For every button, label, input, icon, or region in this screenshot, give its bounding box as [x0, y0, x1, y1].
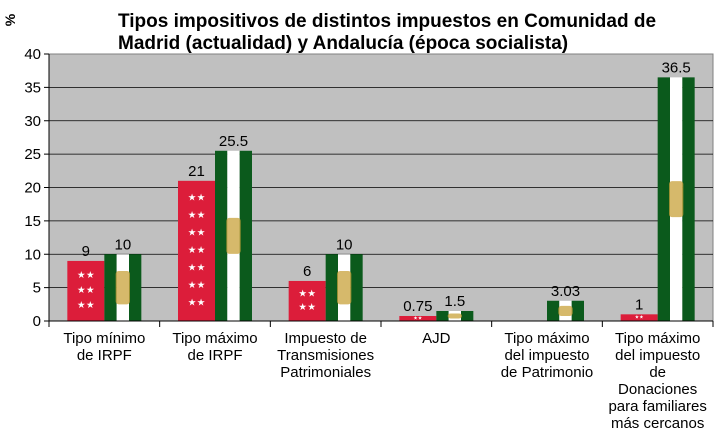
bars: ★ ★★ ★★ ★9★ ★★ ★★ ★★ ★★ ★★ ★★ ★21★ ★★ ★6★ ★0.75★ ★1102… — [67, 59, 695, 322]
shield-icon — [558, 305, 573, 316]
bar-stripe — [682, 77, 695, 321]
star-icon: ★ — [188, 298, 197, 309]
shield-icon — [115, 270, 130, 305]
x-tick-label: Tipo mínimo de IRPF — [63, 330, 145, 364]
star-icon: ★ — [197, 210, 206, 221]
y-tick-label: 35 — [24, 79, 41, 96]
bar — [399, 315, 437, 321]
bar-stripe — [571, 300, 584, 321]
star-icon: ★ — [188, 210, 197, 221]
data-label: 3.03 — [551, 283, 580, 300]
data-label: 1 — [635, 296, 643, 313]
bar-group: 1.5 — [436, 293, 474, 321]
bar — [215, 150, 228, 321]
star-icon: ★ — [298, 288, 307, 299]
star-icon: ★ — [77, 285, 86, 296]
star-icon: ★ — [77, 300, 86, 311]
data-label: 1.5 — [444, 293, 465, 310]
star-icon: ★ — [188, 245, 197, 256]
bar-group: 3.03 — [547, 283, 584, 321]
shield-icon — [447, 313, 462, 319]
x-tick-label: Impuesto de Transmisiones Patrimoniales — [277, 330, 374, 381]
y-tick-label: 10 — [24, 246, 41, 263]
star-icon: ★ — [86, 285, 95, 296]
data-label: 25.5 — [219, 133, 248, 150]
star-icon: ★ — [188, 192, 197, 203]
bar — [547, 300, 560, 321]
star-icon: ★ — [197, 192, 206, 203]
bar-stripe — [461, 310, 474, 321]
star-icon: ★ — [197, 245, 206, 256]
star-icon: ★ — [307, 288, 316, 299]
shield-icon — [226, 217, 241, 254]
bar-group: 10 — [104, 236, 142, 321]
bar — [104, 254, 117, 321]
star-icon: ★ — [77, 270, 86, 281]
shield-icon — [337, 270, 352, 305]
data-label: 36.5 — [662, 59, 691, 76]
x-tick-label: Tipo máximo del impuesto de Patrimonio — [501, 330, 594, 381]
star-icon: ★ — [188, 280, 197, 291]
star-icon: ★ — [197, 280, 206, 291]
bar — [325, 254, 338, 321]
y-tick-label: 20 — [24, 180, 41, 197]
x-tick-label: Tipo máximo de IRPF — [172, 330, 257, 364]
y-tick-label: 15 — [24, 213, 41, 230]
bar — [67, 260, 105, 321]
star-icon: ★ — [197, 298, 206, 309]
bar — [657, 77, 670, 321]
bar-stripe — [129, 254, 142, 321]
star-icon: ★ — [639, 315, 643, 321]
y-tick-label: 40 — [24, 46, 41, 63]
data-label: 21 — [188, 163, 205, 180]
bar-group: ★ ★★ ★6 — [288, 263, 326, 321]
bar-group: 25.5 — [215, 133, 252, 321]
star-icon: ★ — [635, 315, 639, 321]
bar-group: 10 — [325, 236, 363, 321]
bar — [620, 314, 658, 321]
x-tick-label: Tipo máximo del impuesto de Donaciones para … — [608, 330, 706, 432]
x-tick-label: AJD — [422, 330, 451, 347]
chart-title: Tipos impositivos de distintos impuestos… — [118, 11, 657, 54]
bar-group: ★ ★ 1 — [620, 296, 658, 321]
data-label: 0.75 — [403, 298, 432, 315]
star-icon: ★ — [197, 263, 206, 274]
bar-group: ★ ★0.75 — [399, 298, 437, 322]
star-icon: ★ — [298, 302, 307, 313]
bar-group: 36.5 — [657, 59, 695, 321]
star-icon: ★ — [188, 263, 197, 274]
data-label: 6 — [303, 263, 311, 280]
y-tick-label: 0 — [33, 313, 41, 330]
data-label: 10 — [114, 236, 131, 253]
bar-stripe — [350, 254, 363, 321]
star-icon: ★ — [418, 316, 422, 322]
star-icon: ★ — [307, 302, 316, 313]
bar-group: ★ ★★ ★★ ★9 — [67, 243, 105, 321]
shield-icon — [669, 181, 684, 218]
data-label: 9 — [82, 243, 90, 260]
star-icon: ★ — [413, 316, 417, 322]
y-tick-label: 5 — [33, 280, 41, 297]
bar — [436, 310, 449, 321]
data-label: 10 — [336, 236, 353, 253]
star-icon: ★ — [188, 227, 197, 238]
axes: 0 5 10 15 20 25 30 35 40 Tipo mínimo de IRPF Tipo m… — [24, 46, 714, 432]
y-tick-label: 30 — [24, 113, 41, 130]
bar — [288, 280, 326, 321]
y-tick-label: 25 — [24, 146, 41, 163]
star-icon: ★ — [86, 300, 95, 311]
gridlines — [49, 86, 713, 289]
bar-group: ★ ★★ ★★ ★★ ★★ ★★ ★★ ★21 — [178, 163, 215, 321]
bar-stripe — [239, 150, 252, 321]
star-icon: ★ — [197, 227, 206, 238]
star-icon: ★ — [86, 270, 95, 281]
bar — [178, 180, 215, 321]
